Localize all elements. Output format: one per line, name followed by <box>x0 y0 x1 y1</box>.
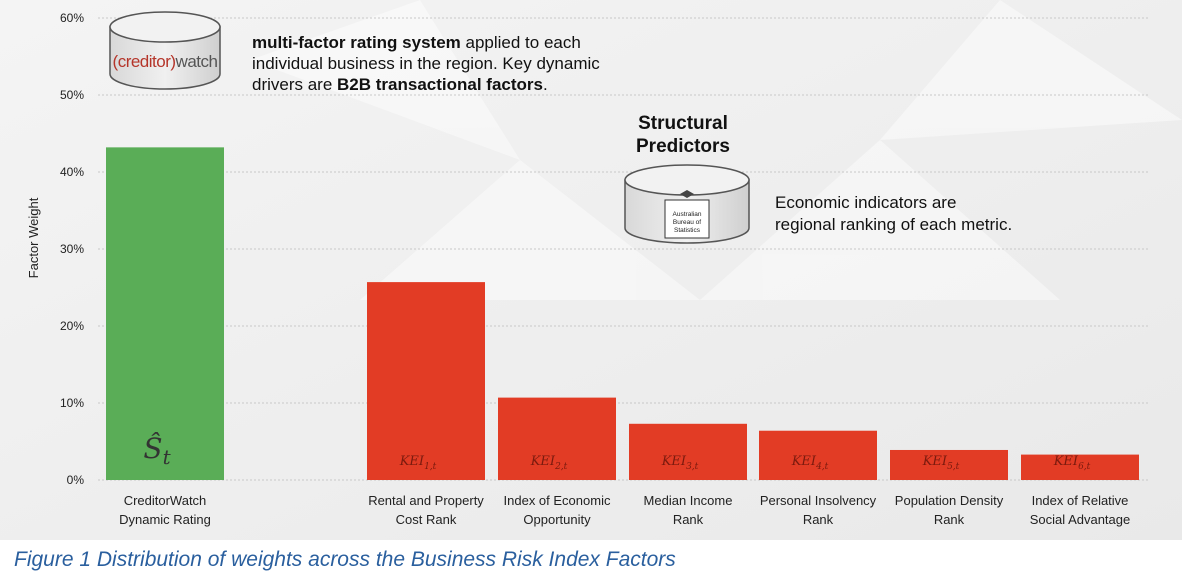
background-facets <box>250 0 1182 300</box>
bar-label: KEI3,t <box>661 454 699 472</box>
structural-title-line-1: Structural <box>638 113 728 134</box>
x-tick-label: Rank <box>934 512 965 527</box>
x-tick-label: Population Density <box>895 493 1004 508</box>
creditorwatch-note-bold-3: B2B transactional factors <box>337 75 543 94</box>
bar-label-sub: 3,t <box>686 462 699 472</box>
x-tick-label: CreditorWatch <box>124 493 207 508</box>
creditorwatch-logo-right: watch <box>175 52 218 71</box>
creditorwatch-note-post-3: . <box>543 75 548 94</box>
bar-label: KEI5,t <box>922 454 960 472</box>
creditorwatch-note-bold-1: multi-factor rating system <box>252 33 461 52</box>
x-tick-label: Cost Rank <box>396 512 457 527</box>
y-tick-label: 30% <box>60 242 84 256</box>
creditorwatch-note-pre-3: drivers are <box>252 75 337 94</box>
abs-logo-line-3: Statistics <box>674 227 701 234</box>
creditorwatch-logo-left: (creditor) <box>113 52 176 71</box>
y-tick-label: 50% <box>60 88 84 102</box>
bar-label: KEI4,t <box>791 454 829 472</box>
bar <box>367 282 485 480</box>
bar-label-sub: 4,t <box>815 462 829 472</box>
x-tick-label: Rental and Property <box>368 493 484 508</box>
bar-label: KEI2,t <box>530 454 568 472</box>
y-tick-label: 40% <box>60 165 84 179</box>
y-tick-label: 20% <box>60 319 84 333</box>
x-tick-label: Index of Economic <box>504 493 611 508</box>
x-tick-label: Social Advantage <box>1030 512 1130 527</box>
bar-label-base: KEI <box>922 454 948 469</box>
bar-label-sub: 5,t <box>947 462 960 472</box>
y-axis-label: Factor Weight <box>26 197 41 278</box>
bar-label: KEI1,t <box>399 454 437 472</box>
creditorwatch-note-rest-1: applied to each <box>461 33 581 52</box>
abs-database-icon: Australian Bureau of Statistics <box>624 164 750 244</box>
bar <box>1021 454 1139 480</box>
gridlines <box>98 17 1150 481</box>
x-tick-label: Opportunity <box>523 512 591 527</box>
economic-note-line-2: regional ranking of each metric. <box>775 215 1012 234</box>
svg-text:(creditor)watch: (creditor)watch <box>113 52 218 71</box>
creditorwatch-note-line-1: multi-factor rating system applied to ea… <box>252 33 581 52</box>
y-tick-label: 10% <box>60 396 84 410</box>
bar-label-base: KEI <box>1053 454 1079 469</box>
bar-label-base: KEI <box>661 454 687 469</box>
bar-label-base: Ŝ <box>143 431 162 465</box>
x-tick-label: Index of Relative <box>1032 493 1129 508</box>
y-tick-labels: 0% 10% 20% 30% 40% 50% 60% <box>60 11 84 487</box>
bar <box>629 423 747 480</box>
bar-label-sub: 6,t <box>1078 462 1091 472</box>
structural-title-line-2: Predictors <box>636 136 730 157</box>
abs-logo-line-2: Bureau of <box>673 219 701 226</box>
bar <box>890 449 1008 480</box>
economic-note-line-1: Economic indicators are <box>775 193 956 212</box>
y-tick-label: 60% <box>60 11 84 25</box>
bar <box>498 397 616 480</box>
abs-logo-line-1: Australian <box>673 211 702 218</box>
creditorwatch-database-icon: (creditor)watch <box>109 11 221 90</box>
bar-label-base: KEI <box>399 454 425 469</box>
bar-label-sub: 2,t <box>554 462 568 472</box>
y-tick-label: 0% <box>67 473 85 487</box>
x-tick-label: Median Income <box>644 493 733 508</box>
bar-labels: Ŝt KEI1,t KEI2,t KEI3,t KEI4,t KEI5,t KEI6,t <box>143 431 1090 472</box>
bar <box>759 430 877 480</box>
creditorwatch-note-line-2: individual business in the region. Key d… <box>252 54 600 73</box>
figure-caption: Figure 1 Distribution of weights across … <box>14 548 676 571</box>
x-tick-label: Personal Insolvency <box>760 493 877 508</box>
creditorwatch-note-line-3: drivers are B2B transactional factors. <box>252 75 548 94</box>
bars <box>106 147 1139 481</box>
bar-label: KEI6,t <box>1053 454 1091 472</box>
bar-label-sub: t <box>163 445 172 469</box>
x-tick-label: Rank <box>673 512 704 527</box>
x-tick-labels: CreditorWatch Dynamic Rating Rental and Pr… <box>119 493 1130 527</box>
bar <box>106 147 224 481</box>
x-tick-label: Dynamic Rating <box>119 512 211 527</box>
bar-label-base: KEI <box>530 454 556 469</box>
bar-label-base: KEI <box>791 454 817 469</box>
bar-label-sub: 1,t <box>424 462 437 472</box>
x-tick-label: Rank <box>803 512 834 527</box>
bar-label: Ŝt <box>143 431 171 469</box>
